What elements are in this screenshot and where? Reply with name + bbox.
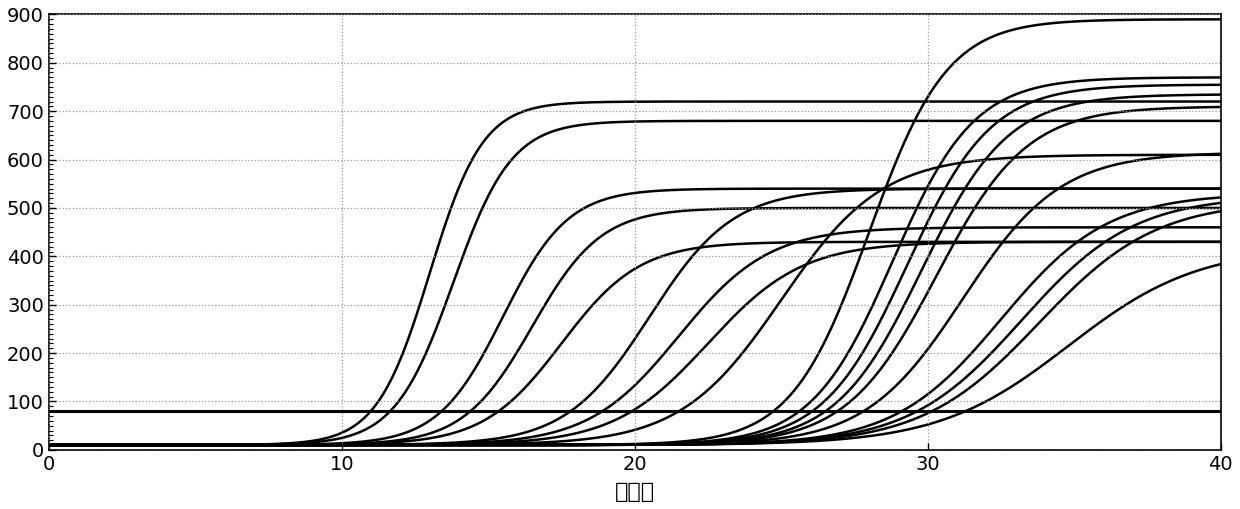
X-axis label: 循环数: 循环数 <box>615 482 655 502</box>
